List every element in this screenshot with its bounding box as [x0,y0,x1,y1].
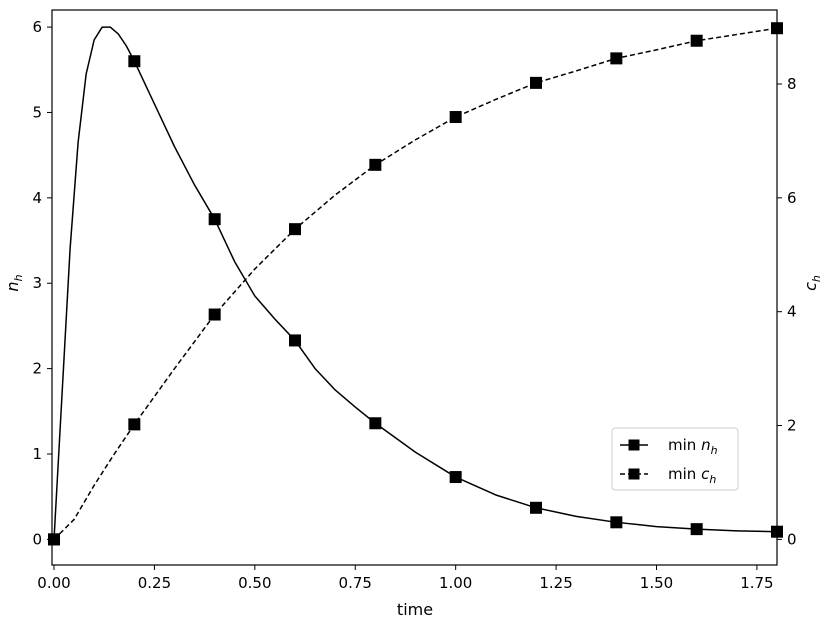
x-tick-label: 0.50 [238,574,271,592]
plot-frame [51,9,778,566]
data-point-c [369,158,382,171]
y-right-tick-label: 0 [787,530,797,548]
y-right-axis-label-sub: h [810,275,823,282]
series-line-n [53,26,778,540]
legend-marker-square [628,439,640,451]
data-point-c [449,111,462,124]
ticks-layer: 0.00 0.25 0.50 0.75 1.00 1.25 1.50 1.75 0 1 2 3 4 5 6 0… [32,18,796,592]
legend-label-c: min ch [668,465,716,486]
data-point-c [128,418,141,431]
x-tick-label: 1.25 [539,574,572,592]
data-point-n [128,55,141,68]
data-point-c [208,308,221,321]
x-tick-label: 0.00 [37,574,70,592]
y-left-tick-label: 6 [32,18,42,36]
data-point-n [530,501,543,514]
data-point-n [208,213,221,226]
x-tick-label: 1.00 [439,574,472,592]
data-point-n [289,334,302,347]
data-point-n [690,523,703,536]
y-left-axis-label-sub: h [12,274,25,281]
legend-box [611,427,739,491]
y-right-axis-label-var: c [801,282,820,291]
data-point-c [530,76,543,89]
y-left-tick-label: 5 [32,103,42,121]
legend-label-c-name: min [668,465,696,483]
legend-marker-square [628,468,640,480]
y-left-tick-label: 2 [32,360,42,378]
data-point-n [610,516,623,529]
legend-label-n-sub: h [711,444,718,457]
legend: min nh min ch [611,427,739,491]
y-right-tick-label: 4 [787,303,797,321]
y-right-axis-label: ch [801,275,823,291]
y-left-axis-label: nh [3,274,25,291]
data-point-n [369,417,382,430]
y-left-tick-label: 4 [32,189,42,207]
y-left-axis-label-var: n [3,281,22,291]
x-tick-label: 1.50 [640,574,673,592]
y-left-tick-label: 3 [32,274,42,292]
y-left-tick-label: 0 [32,530,42,548]
legend-label-n-name: min [668,436,696,454]
data-point-n [449,471,462,484]
data-point-c [610,52,623,65]
y-right-tick-label: 2 [787,417,797,435]
y-right-tick-label: 6 [787,189,797,207]
x-tick-label: 1.75 [740,574,773,592]
legend-entry-n: min nh [620,436,718,457]
data-point-n [771,525,783,538]
data-point-c [771,22,783,35]
legend-label-n-var: n [701,436,711,454]
y-left-tick-label: 1 [32,445,42,463]
legend-entry-c: min ch [620,465,716,486]
data-point-c [48,533,61,546]
plot-area-frame [51,9,778,566]
y-right-tick-label: 8 [787,75,797,93]
data-point-c [289,223,302,236]
x-axis-label: time [397,600,433,619]
series-layer [48,22,783,546]
legend-label-c-var: c [701,465,710,483]
data-point-c [690,34,703,47]
legend-label-c-sub: h [709,473,716,486]
x-tick-label: 0.75 [339,574,372,592]
legend-label-n: min nh [668,436,718,457]
x-tick-label: 0.25 [138,574,171,592]
